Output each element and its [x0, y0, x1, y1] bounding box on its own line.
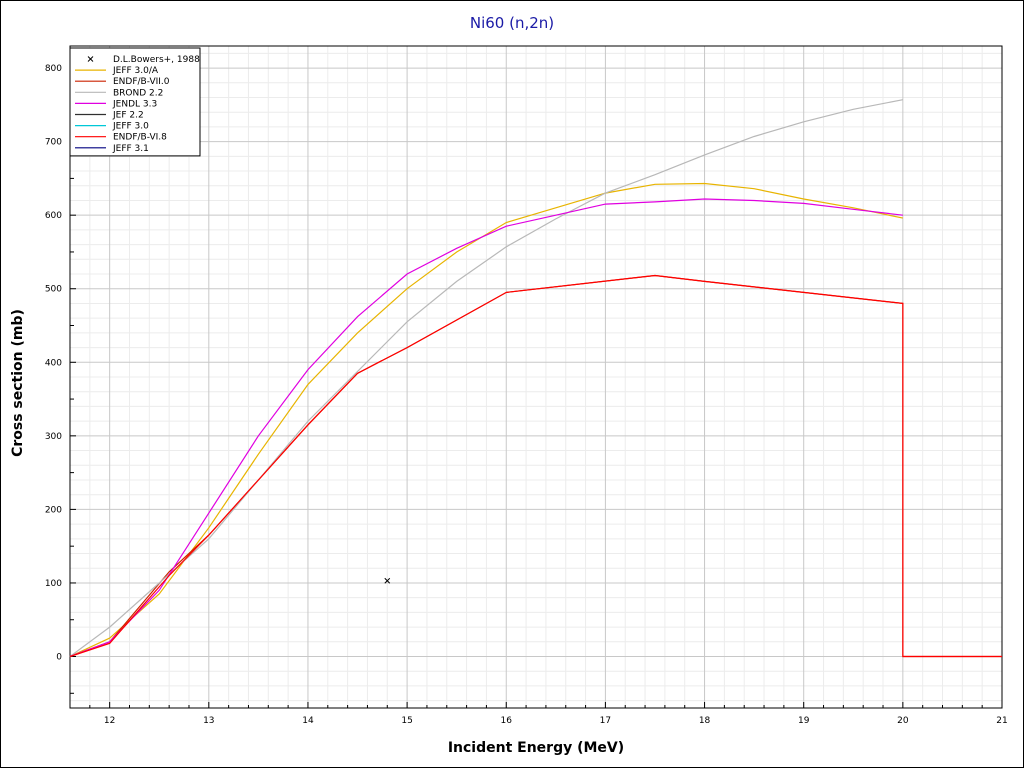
x-tick-label: 21: [996, 716, 1007, 726]
y-tick-label: 0: [56, 653, 62, 663]
x-tick-label: 15: [401, 716, 412, 726]
legend-item: JEFF 3.1: [75, 144, 149, 154]
legend-item: JEFF 3.0/A: [75, 66, 159, 76]
x-tick-label: 18: [699, 716, 711, 726]
y-tick-label: 800: [45, 64, 62, 74]
y-axis: 0 100 200 300 400 500 600 700 800: [45, 64, 76, 694]
y-tick-label: 200: [45, 505, 62, 515]
legend-item: ENDF/B-VI.8: [75, 133, 167, 143]
plot-border: [69, 45, 1003, 709]
legend-item: JEF 2.2: [75, 111, 144, 121]
minor-grid: [69, 46, 1002, 708]
legend-label: JENDL 3.3: [112, 99, 157, 109]
y-tick-label: 500: [45, 285, 62, 295]
legend-label: JEF 2.2: [112, 111, 144, 121]
legend-label: ENDF/B-VI.8: [113, 133, 167, 143]
y-tick-label: 600: [45, 211, 62, 221]
legend-item: ENDF/B-VII.0: [75, 77, 170, 87]
legend-label: D.L.Bowers+, 1988: [113, 55, 200, 65]
y-tick-label: 300: [45, 432, 62, 442]
legend-label: JEFF 3.0: [112, 122, 149, 132]
legend-marker: [87, 56, 94, 62]
legend-label: JEFF 3.0/A: [112, 66, 159, 76]
legend-item: BROND 2.2: [75, 88, 163, 98]
legend-label: ENDF/B-VII.0: [113, 77, 170, 87]
x-tick-label: 14: [302, 716, 314, 726]
legend-item: JENDL 3.3: [75, 99, 157, 109]
legend-item: D.L.Bowers+, 1988: [87, 55, 200, 65]
x-tick-label: 13: [203, 716, 214, 726]
y-tick-label: 100: [45, 579, 62, 589]
legend-box: [69, 47, 201, 157]
x-tick-label: 16: [501, 716, 513, 726]
data-point-marker: [384, 577, 391, 584]
x-axis: 12 13 14 15 16 17 18 19 20 21: [69, 702, 1008, 726]
series-layer: [69, 99, 1002, 658]
legend-item: JEFF 3.0: [75, 122, 149, 132]
x-tick-label: 12: [104, 716, 115, 726]
y-tick-label: 700: [45, 138, 62, 148]
x-tick-label: 20: [897, 716, 909, 726]
legend-label: JEFF 3.1: [112, 144, 149, 154]
series-line: [69, 198, 903, 658]
chart-title: Ni60 (n,2n): [469, 14, 555, 32]
x-tick-label: 17: [600, 716, 611, 726]
y-tick-label: 400: [45, 358, 62, 368]
y-axis-label: Cross section (mb): [10, 309, 26, 457]
legend-label: BROND 2.2: [113, 88, 163, 98]
x-tick-label: 19: [798, 716, 810, 726]
series-line: [69, 274, 1002, 658]
x-axis-label: Incident Energy (MeV): [447, 740, 625, 756]
